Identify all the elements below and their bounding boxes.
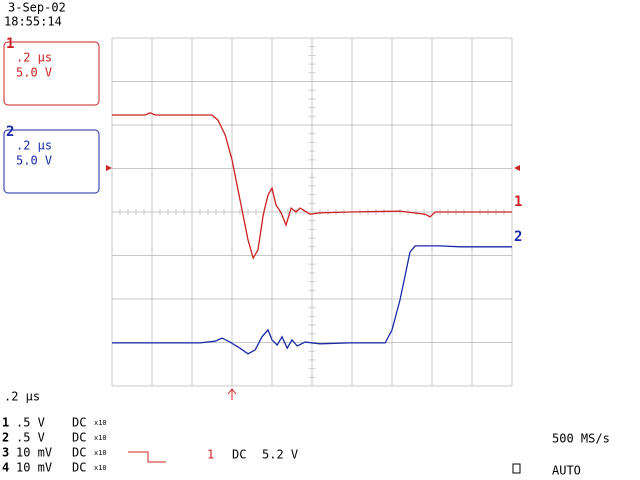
trigger-coupling: DC bbox=[232, 448, 246, 462]
volts-per-div: .5 V bbox=[16, 431, 45, 445]
waveform bbox=[112, 112, 512, 260]
timebase: .2 µs bbox=[4, 390, 40, 404]
waveform bbox=[112, 245, 512, 355]
probe: x10 bbox=[94, 464, 107, 472]
channel-box-time: .2 µs bbox=[16, 139, 52, 153]
mode: AUTO bbox=[552, 464, 581, 478]
date: 3-Sep-02 bbox=[8, 1, 66, 15]
volts-per-div: 10 mV bbox=[16, 461, 52, 475]
mode-box bbox=[512, 463, 521, 474]
coupling: DC bbox=[72, 461, 86, 475]
trigger-level: 5.2 V bbox=[262, 448, 298, 462]
channel-box bbox=[3, 41, 100, 106]
channel-number: 4 bbox=[2, 461, 9, 475]
volts-per-div: .5 V bbox=[16, 416, 45, 430]
coupling: DC bbox=[72, 446, 86, 460]
probe: x10 bbox=[94, 449, 107, 457]
trigger-level-right bbox=[514, 165, 520, 171]
channel-box-volts: 5.0 V bbox=[16, 154, 52, 168]
channel-number: 1 bbox=[2, 416, 9, 430]
channel-box bbox=[3, 129, 100, 194]
trigger-symbol bbox=[128, 451, 166, 463]
channel-number: 3 bbox=[2, 446, 9, 460]
channel-box-label: 1 bbox=[6, 36, 14, 52]
trace-marker: 2 bbox=[514, 229, 522, 245]
coupling: DC bbox=[72, 416, 86, 430]
volts-per-div: 10 mV bbox=[16, 446, 52, 460]
channel-number: 2 bbox=[2, 431, 9, 445]
sample-rate: 500 MS/s bbox=[552, 432, 610, 446]
coupling: DC bbox=[72, 431, 86, 445]
trigger-level-left bbox=[106, 165, 112, 171]
channel-box-label: 2 bbox=[6, 124, 14, 140]
time: 18:55:14 bbox=[4, 15, 62, 29]
probe: x10 bbox=[94, 419, 107, 427]
trace-marker: 1 bbox=[514, 194, 522, 210]
channel-box-volts: 5.0 V bbox=[16, 66, 52, 80]
channel-box-time: .2 µs bbox=[16, 51, 52, 65]
trigger-position bbox=[227, 388, 237, 400]
probe: x10 bbox=[94, 434, 107, 442]
trigger-channel: 1 bbox=[207, 448, 214, 462]
